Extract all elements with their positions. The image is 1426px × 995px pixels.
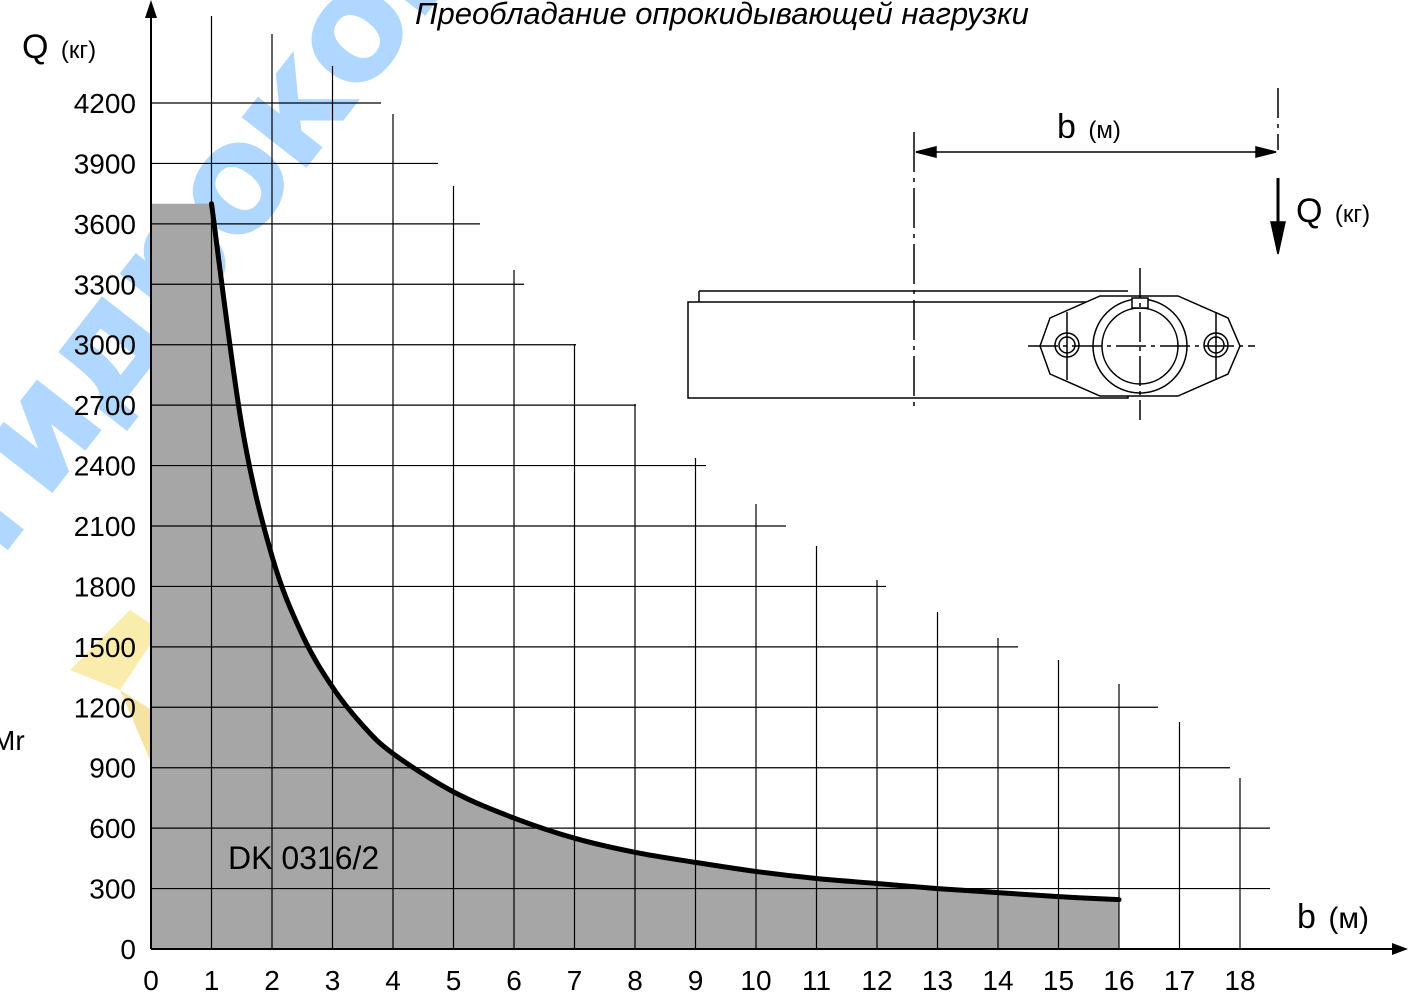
x-tick-label-17: 17 [1164, 965, 1195, 995]
y-tick-label-1800: 1800 [74, 571, 136, 602]
x-tick-label-0: 0 [143, 965, 159, 995]
y-tick-label-0: 0 [120, 934, 136, 965]
grid-horizontal [151, 102, 1270, 890]
y-tick-label-3600: 3600 [74, 209, 136, 240]
y-tick-label-3000: 3000 [74, 330, 136, 361]
annotation-mr: Mr [0, 725, 25, 756]
x-tick-label-14: 14 [982, 965, 1013, 995]
dk-0316-2-curve [209, 201, 1122, 903]
inset-b-main: b [1057, 108, 1076, 146]
x-tick-label-11: 11 [802, 965, 831, 995]
x-tick-label-8: 8 [627, 965, 643, 995]
y-axis-arrow-icon [145, 0, 157, 18]
y-tick-label-4200: 4200 [74, 88, 136, 119]
x-tick-label-9: 9 [688, 965, 704, 995]
series-label: DK 0316/2 [228, 840, 379, 876]
x-axis-label-unit: (м) [1328, 902, 1369, 935]
chart-title: Преобладание опрокидывающей нагрузки [415, 0, 1029, 31]
inset-q-unit: (кг) [1335, 201, 1370, 228]
x-tick-label-6: 6 [506, 965, 522, 995]
x-tick-label-4: 4 [385, 965, 401, 995]
y-tick-label-2100: 2100 [74, 511, 136, 542]
x-axis-arrow-icon [1392, 943, 1408, 955]
inset-q-main: Q [1296, 192, 1322, 230]
y-tick-labels: 0 300 600 900 1200 1500 1800 2100 2400 2700 3000 33… [74, 88, 136, 965]
y-tick-label-600: 600 [89, 813, 136, 844]
dimension-arrow-left-icon [915, 146, 937, 158]
x-axis-label: b (м) [1297, 898, 1369, 936]
x-axis-label-main: b [1297, 898, 1316, 936]
x-tick-label-3: 3 [325, 965, 341, 995]
y-tick-label-300: 300 [89, 874, 136, 905]
y-tick-label-3900: 3900 [74, 148, 136, 179]
grid-vertical [210, 16, 1241, 949]
inset-q-label: Q (кг) [1296, 192, 1370, 230]
x-tick-label-10: 10 [740, 965, 771, 995]
y-axis-label: Q (кг) [22, 28, 96, 66]
x-tick-label-2: 2 [264, 965, 280, 995]
dimension-arrow-right-icon [1255, 146, 1277, 158]
y-tick-label-900: 900 [89, 753, 136, 784]
x-tick-label-15: 15 [1043, 965, 1074, 995]
y-tick-label-3300: 3300 [74, 269, 136, 300]
x-tick-labels: 0 1 2 3 4 5 6 7 8 9 10 11 12 13 14 15 16 17 18 [143, 965, 1255, 995]
x-tick-label-16: 16 [1103, 965, 1134, 995]
y-tick-label-2700: 2700 [74, 390, 136, 421]
y-tick-label-1200: 1200 [74, 692, 136, 723]
inset-b-unit: (м) [1088, 117, 1120, 144]
y-tick-label-1500: 1500 [74, 632, 136, 663]
y-axis-label-main: Q [22, 28, 48, 66]
x-tick-label-13: 13 [922, 965, 953, 995]
x-tick-label-18: 18 [1224, 965, 1255, 995]
inset-b-label: b (м) [1057, 108, 1121, 146]
x-tick-label-1: 1 [204, 965, 220, 995]
x-tick-label-7: 7 [567, 965, 583, 995]
y-tick-label-2400: 2400 [74, 451, 136, 482]
y-axis-label-unit: (кг) [61, 37, 96, 64]
x-tick-label-5: 5 [446, 965, 462, 995]
inset-schematic [687, 88, 1286, 420]
x-tick-label-12: 12 [861, 965, 892, 995]
load-arrow-icon [1270, 221, 1286, 255]
